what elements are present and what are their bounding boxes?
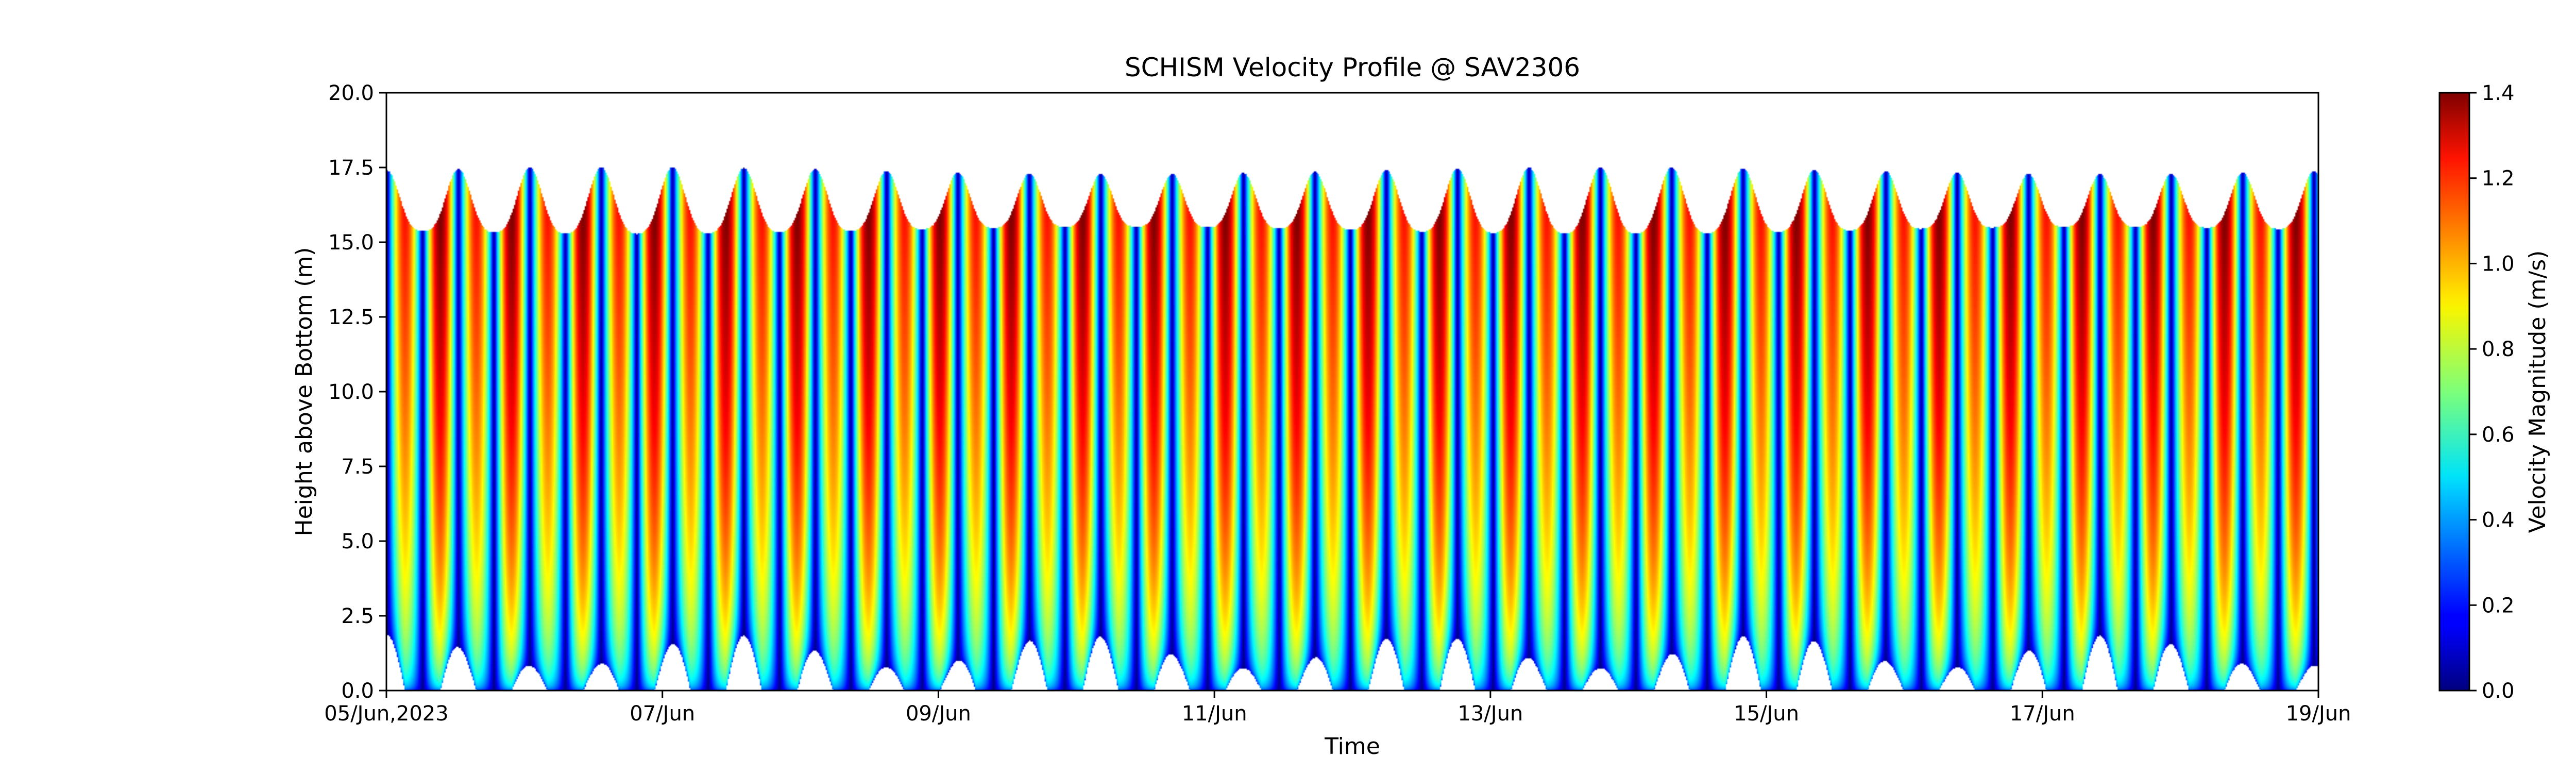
y-tick-label: 17.5 bbox=[328, 156, 374, 180]
colorbar-tick-label: 1.2 bbox=[2482, 167, 2515, 191]
x-tick-label: 19/Jun bbox=[2286, 702, 2351, 726]
heatmap-image bbox=[386, 93, 2318, 691]
colorbar-tick-label: 1.4 bbox=[2482, 81, 2515, 105]
x-tick-label: 09/Jun bbox=[906, 702, 971, 726]
x-tick-label: 11/Jun bbox=[1182, 702, 1247, 726]
y-tick-label: 0.0 bbox=[341, 679, 374, 703]
x-tick-label: 17/Jun bbox=[2010, 702, 2075, 726]
y-tick-label: 20.0 bbox=[328, 81, 374, 105]
y-axis-label: Height above Bottom (m) bbox=[291, 247, 317, 536]
x-tick-label: 07/Jun bbox=[630, 702, 695, 726]
colorbar-tick-label: 0.6 bbox=[2482, 423, 2515, 447]
colorbar bbox=[2438, 92, 2470, 692]
velocity-heatmap bbox=[386, 93, 2318, 691]
chart-title: SCHISM Velocity Profile @ SAV2306 bbox=[1125, 53, 1580, 82]
x-tick-label: 15/Jun bbox=[1734, 702, 1799, 726]
x-axis-label: Time bbox=[1324, 733, 1380, 760]
colorbar-tick-label: 0.0 bbox=[2482, 679, 2515, 703]
colorbar-tick-label: 1.0 bbox=[2482, 252, 2515, 276]
y-tick-label: 10.0 bbox=[328, 380, 374, 404]
colorbar-tick-label: 0.4 bbox=[2482, 509, 2515, 532]
x-tick-label: 13/Jun bbox=[1458, 702, 1523, 726]
colorbar-label: Velocity Magnitude (m/s) bbox=[2524, 250, 2551, 533]
y-tick-label: 2.5 bbox=[341, 604, 374, 628]
colorbar-axis: 0.0 0.2 0.4 0.6 0.8 1.0 1.2 1.4 bbox=[2469, 81, 2515, 703]
x-axis: 05/Jun,2023 07/Jun 09/Jun 11/Jun 13/Jun 15/Ju… bbox=[324, 691, 2351, 726]
y-tick-label: 12.5 bbox=[328, 306, 374, 329]
y-tick-label: 15.0 bbox=[328, 231, 374, 255]
y-axis: 0.0 2.5 5.0 7.5 10.0 12.5 15.0 17.5 20.0 bbox=[328, 81, 386, 703]
y-tick-label: 7.5 bbox=[341, 455, 374, 479]
y-tick-label: 5.0 bbox=[341, 530, 374, 553]
colorbar-tick-label: 0.8 bbox=[2482, 338, 2515, 361]
x-tick-label: 05/Jun,2023 bbox=[324, 702, 448, 726]
colorbar-tick-label: 0.2 bbox=[2482, 594, 2515, 617]
